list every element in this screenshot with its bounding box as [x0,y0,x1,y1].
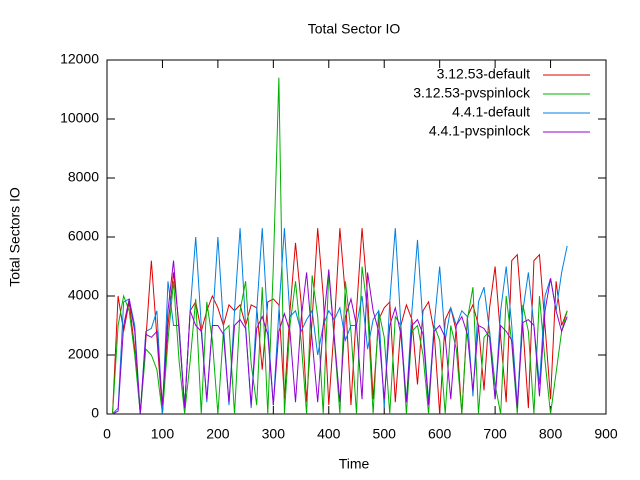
chart-title: Total Sector IO [308,21,401,37]
x-tick-label: 800 [539,426,563,442]
y-tick-label: 6000 [68,228,99,244]
x-tick-label: 700 [483,426,507,442]
x-tick-label: 300 [262,426,286,442]
y-tick-label: 0 [91,405,99,421]
x-tick-label: 200 [206,426,230,442]
y-tick-label: 8000 [68,169,99,185]
x-axis-label: Time [339,456,370,472]
x-tick-label: 100 [151,426,175,442]
legend-label: 4.4.1-pvspinlock [429,123,531,139]
series-line [112,228,568,415]
x-tick-label: 600 [428,426,452,442]
y-axis-label: Total Sectors IO [7,187,23,287]
series-line [112,260,568,415]
y-tick-label: 12000 [60,51,99,67]
x-tick-label: 900 [594,426,618,442]
y-tick-label: 2000 [68,346,99,362]
x-tick-label: 400 [317,426,341,442]
y-tick-label: 4000 [68,287,99,303]
y-tick-label: 10000 [60,110,99,126]
x-tick-label: 500 [373,426,397,442]
legend-label: 3.12.53-pvspinlock [413,85,531,101]
legend-label: 4.4.1-default [452,104,530,120]
x-tick-label: 0 [103,426,111,442]
legend-label: 3.12.53-default [437,66,531,82]
